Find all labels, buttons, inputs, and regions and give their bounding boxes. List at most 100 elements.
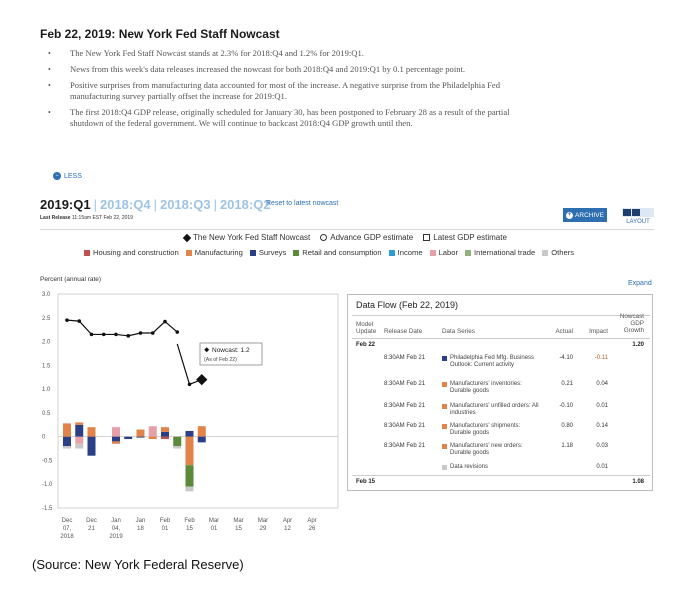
bullet-text: The New York Fed Staff Nowcast stands at… — [70, 48, 364, 58]
layout-label: LAYOUT — [626, 219, 650, 225]
bar-segment — [148, 426, 157, 437]
legend-swatch — [293, 249, 300, 256]
page-title: Feb 22, 2019: New York Fed Staff Nowcast — [40, 27, 280, 41]
legend-category[interactable]: Others — [542, 248, 574, 257]
header-actual: Actual — [555, 328, 573, 335]
x-tick-label: 18 — [137, 526, 144, 532]
data-series: Manufacturers' new orders: Durable goods — [442, 443, 542, 456]
nowcast-point — [163, 319, 167, 324]
impact-value: 0.14 — [596, 423, 608, 429]
nowcast-point — [150, 331, 155, 335]
bar-segment — [161, 431, 169, 437]
nowcast-point — [77, 319, 82, 323]
data-series: Manufacturers' inventories: Durable good… — [442, 381, 542, 394]
x-tick-label: 01 — [211, 526, 218, 532]
legend-label: Housing and construction — [93, 248, 179, 257]
x-tick-label: 12 — [284, 526, 291, 532]
legend-label: Advance GDP estimate — [330, 233, 414, 242]
legend-latest-gdp[interactable]: Latest GDP estimate — [423, 233, 507, 242]
tab-2018q4[interactable]: 2018:Q4 — [99, 197, 151, 212]
y-tick-label: 0.5 — [42, 411, 51, 417]
bullet-text: The first 2018:Q4 GDP release, originall… — [70, 107, 510, 128]
legend-label: Labor — [438, 248, 458, 257]
bar-segment — [136, 429, 145, 437]
series-swatch — [442, 356, 447, 361]
legend-swatch — [542, 249, 549, 256]
tab-2019q1[interactable]: 2019:Q1 — [40, 197, 91, 212]
bar-segment — [173, 446, 182, 449]
group-date: Feb 22 — [356, 342, 376, 348]
reset-nowcast-link[interactable]: Reset to latest nowcast — [266, 200, 339, 207]
group-date: Feb 15 — [356, 479, 376, 485]
divider — [352, 315, 650, 316]
tab-2018q3[interactable]: 2018:Q3 — [159, 197, 211, 212]
tooltip-date: (As of Feb 22) — [204, 357, 237, 363]
x-tick-label: 04, — [112, 526, 121, 532]
nowcast-point — [187, 382, 192, 387]
impact-value: -0.11 — [594, 355, 608, 361]
x-tick-label: Feb — [184, 518, 195, 524]
tab-2018q2[interactable]: 2018:Q2 — [219, 197, 271, 212]
legend-category[interactable]: Housing and construction — [84, 248, 179, 257]
data-series: Manufacturers' shipments: Durable goods — [442, 423, 542, 436]
bar-segment — [63, 436, 71, 447]
expand-link[interactable]: Expand — [628, 280, 652, 287]
series-label: Manufacturers' new orders: Durable goods — [450, 443, 523, 456]
legend-category[interactable]: Manufacturing — [185, 248, 243, 257]
legend-category[interactable]: Retail and consumption — [293, 248, 382, 257]
legend-label: Others — [551, 248, 574, 257]
release-time: 8:30AM Feb 21 — [384, 381, 426, 387]
x-tick-label: 26 — [309, 526, 316, 532]
x-tick-label: 01 — [162, 526, 169, 532]
legend-nowcast[interactable]: The New York Fed Staff Nowcast — [182, 233, 310, 242]
divider — [352, 475, 650, 476]
list-item: • Positive surprises from manufacturing d… — [48, 80, 501, 101]
less-toggle[interactable]: − LESS — [53, 172, 82, 180]
legend-category[interactable]: International trade — [464, 248, 536, 257]
release-time: 8:30AM Feb 21 — [384, 423, 426, 429]
bar-segment — [197, 426, 206, 437]
legend-category[interactable]: Income — [388, 248, 423, 257]
archive-button[interactable]: + ARCHIVE — [563, 208, 607, 222]
x-tick-label: 21 — [88, 526, 95, 532]
legend-swatch — [185, 249, 192, 256]
nowcast-point — [126, 334, 131, 338]
legend-swatch — [464, 249, 471, 256]
legend-category[interactable]: Surveys — [249, 248, 286, 257]
x-tick-label: 15 — [186, 526, 193, 532]
impact-value: 0.04 — [596, 381, 608, 387]
last-release-label: Last Release — [40, 215, 71, 221]
legend-category[interactable]: Labor — [429, 248, 458, 257]
x-tick-label: Dec — [62, 518, 73, 524]
bar-segment — [136, 436, 145, 438]
quarter-tabs: 2019:Q1 | 2018:Q4 | 2018:Q3 | 2018:Q2 — [40, 197, 271, 212]
layout-button[interactable]: LAYOUT — [622, 208, 654, 227]
release-time: 8:30AM Feb 21 — [384, 443, 426, 449]
circle-icon — [320, 234, 328, 241]
legend-top: The New York Fed Staff Nowcast Advance G… — [182, 233, 513, 242]
nowcast-point — [65, 318, 69, 322]
legend-swatch — [84, 249, 90, 256]
series-label: Manufacturers' unfilled orders: All indu… — [450, 403, 539, 416]
y-tick-label: 1.5 — [42, 363, 51, 369]
legend-advance-gdp[interactable]: Advance GDP estimate — [320, 233, 413, 242]
bar-segment — [197, 436, 206, 443]
tab-separator: | — [153, 197, 157, 212]
data-series: Data revisions — [442, 464, 542, 471]
legend-label: Manufacturing — [194, 248, 243, 257]
bar-segment — [63, 423, 71, 437]
header-impact: Impact — [589, 328, 608, 335]
y-tick-label: 1.0 — [42, 387, 51, 393]
bar-segment — [112, 436, 120, 442]
bar-segment — [75, 443, 84, 449]
bar-segment — [75, 422, 84, 425]
nowcast-line — [66, 319, 178, 337]
legend-label: International trade — [473, 248, 536, 257]
data-flow-panel: Data Flow (Feb 22, 2019) Model Update Rel… — [347, 294, 653, 491]
summary-list: • The New York Fed Staff Nowcast stands a… — [48, 48, 518, 134]
x-tick-label: Apr — [283, 518, 292, 524]
nowcast-point — [138, 331, 143, 335]
bar-segment — [75, 424, 84, 437]
series-swatch — [442, 444, 447, 449]
y-tick-label: 3.0 — [42, 292, 51, 298]
